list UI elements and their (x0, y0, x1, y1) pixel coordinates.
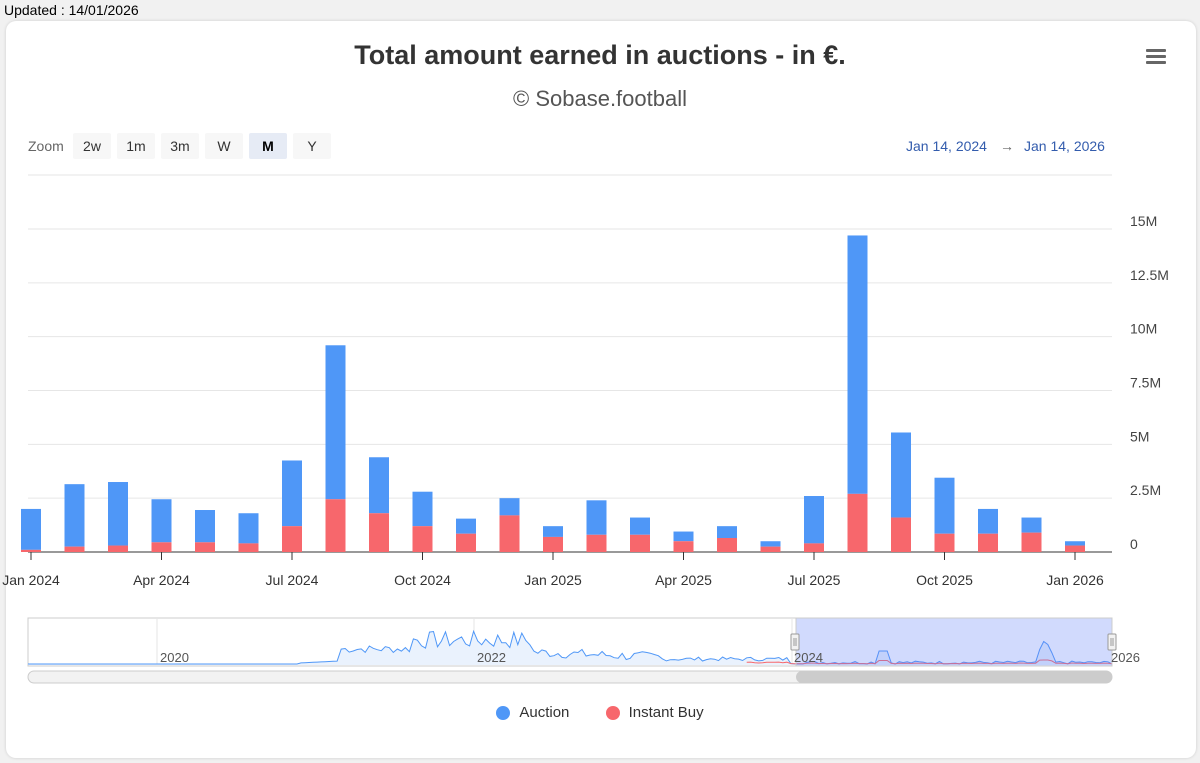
zoom-button-1m[interactable]: 1m (117, 133, 155, 159)
zoom-button-2w[interactable]: 2w (73, 133, 111, 159)
legend-dot-instant-buy (605, 705, 620, 720)
chart-title: Total amount earned in auctions - in €. (354, 40, 846, 70)
range-arrow: → (1000, 138, 1014, 154)
legend-label-instant-buy: Instant Buy (628, 704, 704, 721)
range-from-date[interactable]: Jan 14, 2024 (906, 138, 987, 154)
chart-subtitle: © Sobase.football (513, 86, 687, 111)
legend-dot-auction (496, 705, 511, 720)
updated-timestamp: Updated : 14/01/2026 (4, 2, 139, 18)
zoom-button-w[interactable]: W (205, 133, 243, 159)
legend-item-instant-buy[interactable]: Instant Buy (605, 704, 704, 721)
hamburger-menu-icon[interactable] (1140, 44, 1172, 70)
legend-label-auction: Auction (519, 704, 570, 721)
range-to-date[interactable]: Jan 14, 2026 (1024, 138, 1105, 154)
zoom-button-3m[interactable]: 3m (161, 133, 199, 159)
legend-item-auction[interactable]: Auction (496, 704, 569, 721)
chart-legend: Auction Instant Buy (0, 704, 1200, 724)
zoom-label: Zoom (28, 138, 64, 154)
zoom-button-y[interactable]: Y (293, 133, 331, 159)
zoom-button-m[interactable]: M (249, 133, 287, 159)
chart-card (6, 21, 1196, 758)
